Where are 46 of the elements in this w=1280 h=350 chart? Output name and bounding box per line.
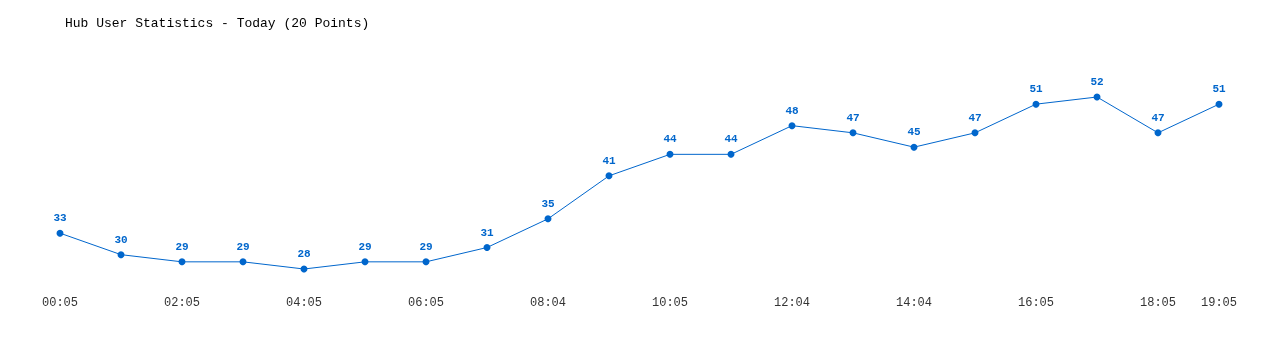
data-label: 29 bbox=[175, 240, 189, 253]
point bbox=[361, 258, 369, 266]
x-tick-label: 18:05 bbox=[1139, 296, 1177, 310]
point bbox=[544, 215, 552, 223]
point bbox=[788, 122, 796, 130]
data-label: 31 bbox=[480, 226, 494, 239]
data-label: 44 bbox=[663, 133, 677, 146]
point bbox=[178, 258, 186, 266]
data-label: 47 bbox=[1151, 111, 1165, 124]
x-tick-label: 04:05 bbox=[285, 296, 323, 310]
point bbox=[483, 244, 491, 251]
data-label: 33 bbox=[53, 212, 67, 225]
x-tick-label: 14:04 bbox=[895, 296, 933, 310]
data-label: 28 bbox=[297, 248, 311, 260]
data-label: 41 bbox=[602, 154, 616, 167]
data-label: 48 bbox=[785, 104, 799, 117]
data-label: 29 bbox=[358, 240, 372, 253]
x-tick-label: 02:05 bbox=[163, 296, 201, 310]
point bbox=[422, 258, 430, 266]
data-label: 29 bbox=[419, 240, 433, 253]
data-label: 51 bbox=[1212, 83, 1226, 96]
point bbox=[849, 129, 857, 137]
data-label: 45 bbox=[907, 126, 921, 139]
point bbox=[117, 251, 125, 259]
chart-title: Hub User Statistics - Today (20 Points) bbox=[65, 16, 370, 31]
data-label: 44 bbox=[724, 133, 738, 146]
x-tick-label: 12:04 bbox=[773, 296, 811, 310]
data-label: 29 bbox=[236, 240, 250, 253]
point bbox=[666, 150, 674, 158]
x-tick-label: 19:05 bbox=[1200, 296, 1238, 310]
x-tick-label: 10:05 bbox=[651, 296, 689, 310]
data-label: 52 bbox=[1090, 76, 1104, 88]
data-label: 51 bbox=[1029, 83, 1043, 96]
data-label: 35 bbox=[541, 197, 555, 210]
x-tick-label: 06:05 bbox=[407, 296, 445, 310]
point bbox=[239, 258, 247, 266]
data-label: 47 bbox=[968, 111, 982, 124]
point bbox=[971, 129, 979, 137]
point bbox=[605, 172, 613, 180]
x-tick-label: 08:04 bbox=[529, 296, 567, 310]
x-tick-label: 16:05 bbox=[1017, 296, 1055, 310]
point bbox=[727, 150, 735, 158]
point bbox=[1154, 129, 1162, 137]
data-label: 30 bbox=[114, 233, 128, 246]
x-tick-label: 00:05 bbox=[41, 296, 79, 310]
data-label: 47 bbox=[846, 111, 860, 124]
